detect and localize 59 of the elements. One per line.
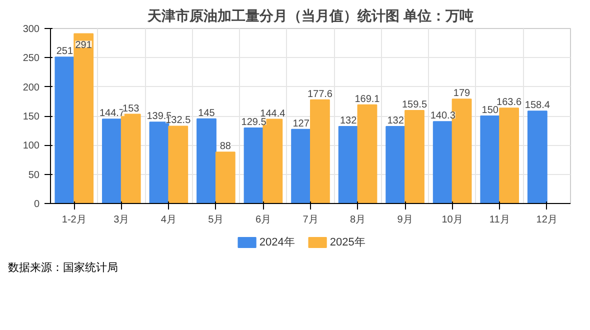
data-label: 132 <box>387 116 404 126</box>
data-label: 140.3 <box>430 110 456 122</box>
legend-label: 2025年 <box>330 236 366 248</box>
data-label: 159.5 <box>402 99 428 110</box>
bar <box>499 108 519 204</box>
x-tick-label: 4月 <box>160 214 176 226</box>
data-label: 129.5 <box>241 116 267 128</box>
legend-label: 2024年 <box>259 236 295 248</box>
bar <box>54 56 75 204</box>
data-label: 163.6 <box>496 97 522 108</box>
data-label: 251 <box>56 46 74 58</box>
bar <box>480 116 500 204</box>
data-label: 177.6 <box>307 88 333 100</box>
x-tick-label: 11月 <box>489 214 510 226</box>
x-tick-label: 10月 <box>442 214 463 226</box>
data-label: 127 <box>292 118 310 130</box>
bar <box>310 99 330 204</box>
bar <box>149 122 170 204</box>
y-tick-label: 100 <box>22 140 40 152</box>
data-label: 150 <box>482 105 499 116</box>
y-tick-label: 250 <box>22 53 40 64</box>
data-label: 144.4 <box>260 108 286 120</box>
data-label: 179 <box>453 88 471 100</box>
x-tick-label: 3月 <box>114 214 130 226</box>
y-tick-label: 50 <box>28 170 40 181</box>
data-label: 169.1 <box>354 94 380 105</box>
bar <box>404 110 424 204</box>
y-tick-label: 0 <box>34 199 40 210</box>
x-tick-label: 5月 <box>208 214 224 226</box>
x-tick-label: 9月 <box>397 214 413 226</box>
y-tick-label: 200 <box>22 82 40 94</box>
x-tick-label: 12月 <box>536 214 558 226</box>
data-label: 153 <box>122 103 140 114</box>
bar <box>196 118 216 204</box>
data-label: 132 <box>340 116 358 126</box>
data-label: 145 <box>198 108 216 119</box>
data-label: 291 <box>75 40 92 51</box>
bar <box>215 152 236 204</box>
y-tick-label: 300 <box>22 24 40 35</box>
data-label: 158.4 <box>524 100 550 112</box>
bar <box>527 110 548 204</box>
bar <box>291 128 311 204</box>
data-label: 88 <box>220 141 232 152</box>
y-tick-label: 150 <box>22 112 40 122</box>
bar <box>357 104 378 204</box>
x-tick-label: 6月 <box>255 214 272 226</box>
bar <box>244 127 264 204</box>
bar <box>168 126 188 204</box>
bar <box>386 126 406 204</box>
x-tick-label: 8月 <box>350 214 366 226</box>
source-note: 数据来源：国家统计局 <box>8 261 118 276</box>
bar <box>432 121 453 204</box>
bar <box>74 33 94 204</box>
chart-title: 天津市原油加工量分月（当月值）统计图 单位：万吨 <box>146 8 474 24</box>
bar <box>102 118 122 204</box>
x-tick-label: 1-2月 <box>62 214 86 226</box>
bar <box>338 126 358 204</box>
data-label: 144.7 <box>99 108 125 120</box>
x-tick-label: 7月 <box>302 214 318 226</box>
